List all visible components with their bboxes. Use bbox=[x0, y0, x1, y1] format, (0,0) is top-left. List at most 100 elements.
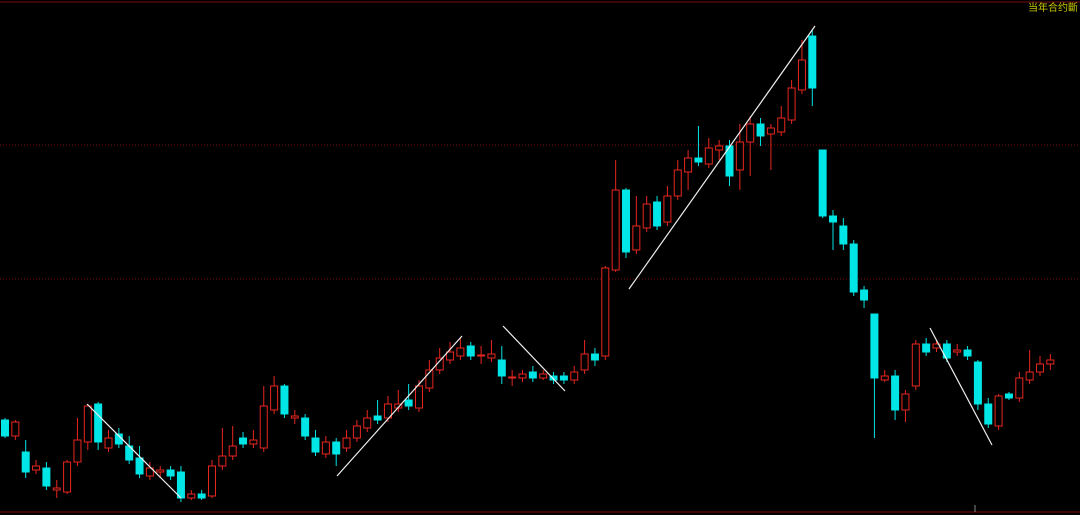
candle-body bbox=[911, 343, 920, 387]
candle-body bbox=[808, 35, 817, 89]
candle-body bbox=[270, 385, 279, 411]
candle-body bbox=[694, 157, 703, 163]
candle-body bbox=[777, 117, 786, 133]
trend-lines bbox=[86, 25, 993, 499]
candle-body bbox=[632, 225, 641, 251]
candle-body bbox=[973, 361, 982, 405]
candle-body bbox=[839, 225, 848, 245]
candle-body bbox=[404, 399, 413, 407]
trend-line bbox=[86, 403, 182, 499]
candle-body bbox=[818, 149, 827, 217]
candle-body bbox=[83, 405, 92, 443]
candle-body bbox=[849, 243, 858, 293]
candle-body bbox=[518, 373, 527, 379]
candle-body bbox=[32, 465, 41, 471]
candle-body bbox=[487, 353, 496, 359]
candle-body bbox=[446, 351, 455, 361]
trend-line bbox=[929, 327, 993, 446]
candle-body bbox=[622, 189, 630, 253]
candle-body bbox=[787, 87, 796, 121]
candle-body bbox=[176, 471, 185, 499]
candle-body bbox=[218, 455, 227, 467]
candle-body bbox=[860, 289, 869, 301]
candle-body bbox=[901, 393, 910, 411]
candle-body bbox=[601, 267, 610, 357]
candle-body bbox=[228, 445, 237, 457]
candle-body bbox=[570, 371, 579, 381]
candle-body bbox=[1036, 363, 1044, 373]
candle-body bbox=[311, 437, 320, 453]
candle-body bbox=[249, 439, 258, 445]
candle-body bbox=[135, 457, 144, 475]
candle-body bbox=[735, 141, 744, 171]
candle-body bbox=[290, 415, 299, 419]
candle-body bbox=[590, 353, 599, 361]
candle-body bbox=[704, 147, 713, 165]
candle-body bbox=[104, 437, 113, 449]
candle-body bbox=[715, 145, 724, 151]
trend-line bbox=[502, 325, 566, 392]
candle-body bbox=[994, 395, 1003, 427]
candle-body bbox=[653, 201, 662, 227]
candle-body bbox=[208, 465, 216, 497]
trend-line bbox=[336, 335, 463, 477]
candle-body bbox=[673, 169, 682, 197]
candle-body bbox=[321, 441, 330, 455]
candle-body bbox=[1, 419, 9, 437]
candle-body bbox=[953, 349, 962, 353]
candle-body bbox=[642, 203, 651, 229]
candle-body bbox=[559, 375, 568, 381]
trend-line bbox=[628, 25, 816, 290]
candle-body bbox=[756, 123, 765, 137]
candle-body bbox=[684, 157, 693, 173]
candle-body bbox=[746, 123, 755, 143]
candle-body bbox=[942, 343, 951, 359]
candle-body bbox=[342, 437, 351, 449]
candle-body bbox=[1046, 359, 1055, 365]
candle-body bbox=[63, 461, 72, 493]
candle-body bbox=[984, 403, 993, 425]
candle-body bbox=[580, 353, 589, 371]
chart-label: 当年合约斷 bbox=[1028, 1, 1078, 14]
candle-body bbox=[187, 493, 196, 499]
candle-body bbox=[466, 345, 475, 357]
candle-body bbox=[663, 195, 672, 223]
candles bbox=[1, 30, 1055, 502]
candle-body bbox=[415, 385, 423, 409]
candle-body bbox=[239, 437, 248, 445]
candle-body bbox=[539, 373, 548, 379]
candle-body bbox=[456, 347, 465, 357]
candle-body bbox=[301, 417, 310, 437]
candle-body bbox=[73, 439, 82, 463]
candle-body bbox=[352, 425, 361, 439]
candle-body bbox=[922, 343, 931, 353]
candle-body bbox=[156, 469, 165, 473]
candle-body bbox=[880, 375, 889, 381]
candle-body bbox=[1004, 393, 1013, 399]
candle-body bbox=[963, 349, 972, 357]
candle-body bbox=[829, 215, 837, 223]
candle-body bbox=[42, 467, 51, 487]
candle-body bbox=[373, 415, 382, 421]
candle-body bbox=[21, 451, 30, 473]
candle-body bbox=[497, 359, 506, 377]
candle-body bbox=[611, 189, 620, 271]
candle-body bbox=[477, 354, 486, 357]
candle-body bbox=[259, 405, 268, 449]
candle-body bbox=[891, 375, 900, 411]
candle-body bbox=[1025, 371, 1034, 381]
candle-body bbox=[332, 441, 341, 455]
candle-body bbox=[52, 487, 61, 491]
candle-body bbox=[145, 467, 154, 477]
candle-body bbox=[528, 371, 537, 379]
candle-body bbox=[1015, 377, 1024, 399]
candle-body bbox=[766, 127, 775, 135]
candle-body bbox=[425, 369, 434, 389]
candle-body bbox=[508, 376, 517, 379]
candle-body bbox=[383, 403, 392, 419]
candle-body bbox=[870, 313, 879, 379]
candle-body bbox=[549, 375, 558, 381]
candle-body bbox=[797, 59, 806, 91]
